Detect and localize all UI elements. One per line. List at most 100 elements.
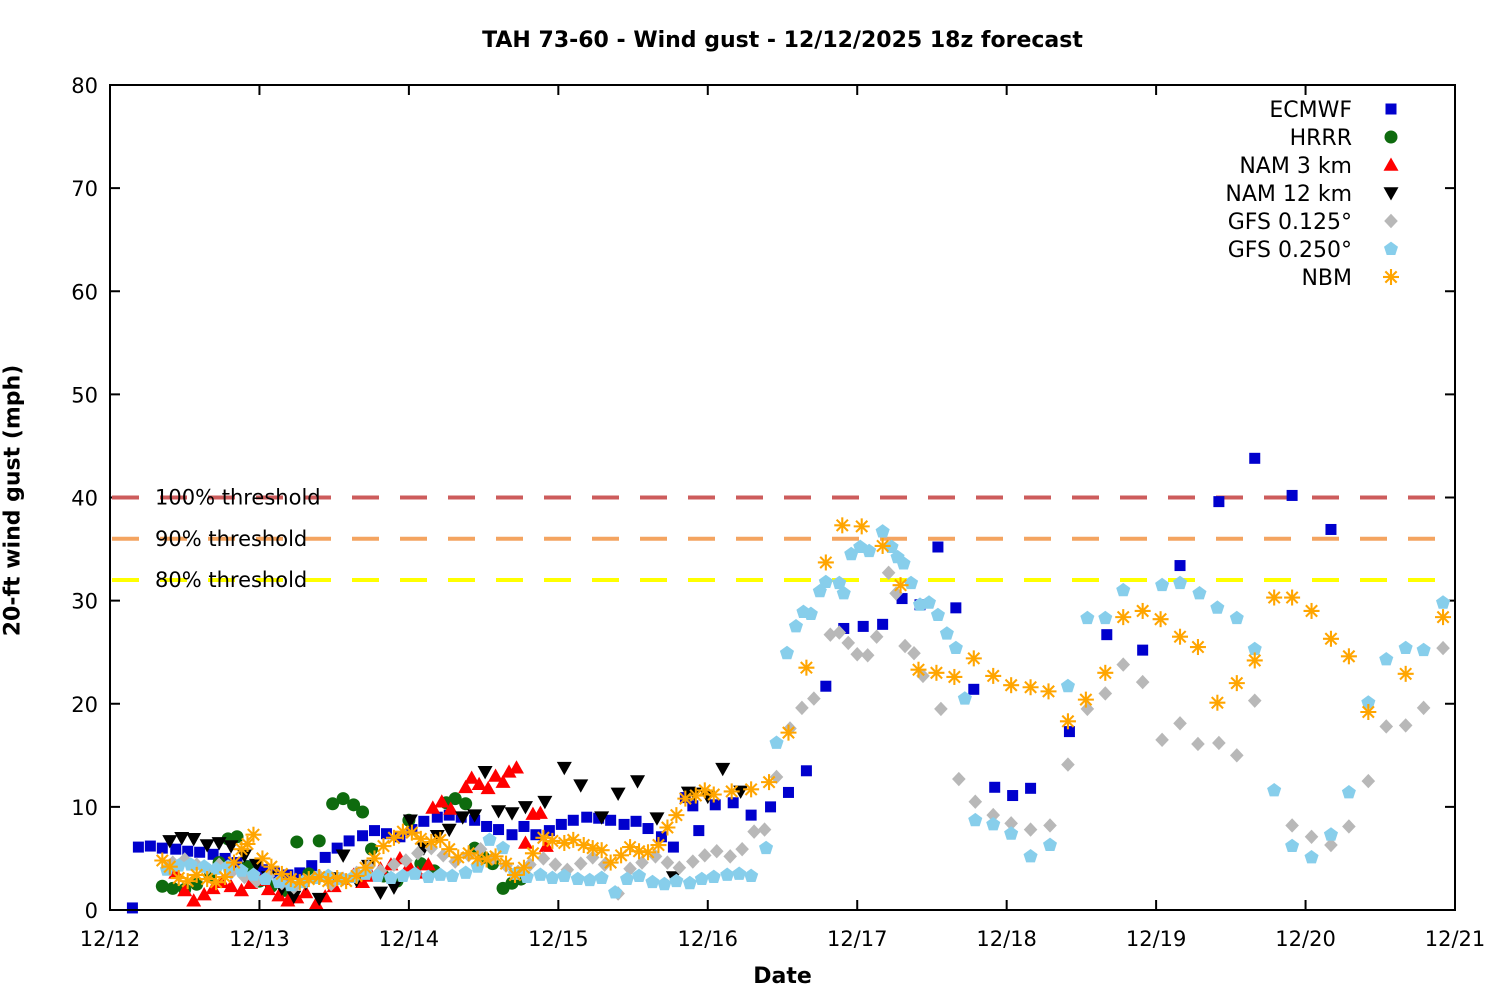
legend-label: NBM (1301, 266, 1352, 291)
data-point (495, 774, 511, 788)
data-point (515, 859, 532, 876)
series-ecmwf (126, 452, 1337, 914)
data-point (1379, 652, 1394, 666)
x-tick-label: 12/19 (1126, 927, 1187, 951)
data-point (496, 840, 511, 855)
data-point (170, 843, 182, 855)
data-point (501, 764, 517, 778)
data-point (916, 668, 930, 684)
data-point (682, 875, 697, 890)
data-point (481, 820, 493, 832)
data-point (965, 650, 982, 667)
y-axis-title: 20-ft wind gust (mph) (0, 364, 26, 637)
legend-marker-gfs-0-125 (1384, 213, 1398, 229)
data-point (425, 800, 441, 814)
data-point (207, 848, 219, 860)
data-point (174, 832, 190, 846)
data-point (1023, 849, 1038, 863)
data-point (934, 701, 948, 717)
data-point (223, 840, 239, 854)
data-point (256, 864, 268, 876)
data-point (800, 765, 812, 777)
data-point (1007, 790, 1019, 802)
y-tick-label: 10 (71, 796, 98, 820)
legend-item-hrrr: HRRR (1290, 126, 1398, 151)
data-point (1323, 827, 1338, 841)
data-point (759, 840, 774, 855)
data-point (669, 873, 684, 888)
data-point (395, 868, 410, 882)
data-point (294, 867, 306, 879)
data-point (642, 823, 654, 835)
data-point (948, 640, 963, 654)
data-point (720, 867, 735, 881)
data-point (1116, 582, 1131, 597)
data-point (443, 801, 459, 815)
legend-label: HRRR (1290, 126, 1352, 151)
data-point (1155, 732, 1169, 748)
data-point (780, 724, 797, 741)
data-point (705, 786, 722, 803)
data-point (957, 691, 972, 705)
data-point (286, 890, 302, 905)
data-point (365, 842, 379, 856)
data-point (548, 857, 563, 872)
y-tick-label: 40 (71, 487, 98, 511)
data-point (1303, 602, 1320, 619)
data-point (418, 815, 430, 827)
legend-marker-ecmwf (1385, 103, 1397, 115)
data-point (1416, 700, 1431, 716)
data-point (593, 842, 610, 859)
data-point (1416, 642, 1431, 657)
data-point (1361, 773, 1376, 789)
legend-marker-nam-3-km (1383, 157, 1399, 171)
data-point (1101, 629, 1113, 641)
data-point (197, 859, 212, 873)
data-point (694, 871, 709, 885)
data-point (896, 593, 908, 605)
data-point (610, 787, 626, 801)
data-point (556, 761, 572, 776)
data-point (1174, 560, 1186, 572)
data-point (420, 857, 436, 871)
data-point (1213, 496, 1225, 508)
legend-marker-gfs-0-250 (1384, 241, 1398, 255)
data-point (504, 807, 520, 821)
data-point (375, 838, 392, 855)
data-point (769, 769, 784, 785)
threshold-lines: 100% threshold 90% threshold 80% threshold (112, 486, 1453, 592)
data-point (196, 887, 212, 901)
data-point (889, 586, 903, 601)
data-point (744, 868, 759, 882)
data-point (898, 638, 912, 654)
data-point (464, 770, 480, 784)
data-point (518, 820, 530, 832)
data-point (179, 873, 196, 890)
data-point (594, 811, 610, 825)
data-point (1247, 641, 1262, 656)
data-point (779, 645, 794, 660)
data-point (745, 809, 757, 821)
data-point (761, 774, 778, 791)
plot-frame (109, 84, 1456, 911)
data-point (443, 809, 455, 821)
x-tick-label: 12/15 (528, 927, 589, 951)
data-point (1077, 691, 1094, 708)
data-point (623, 861, 637, 876)
data-point (1379, 719, 1394, 734)
data-point (226, 854, 243, 871)
data-point (1004, 816, 1018, 831)
data-point (687, 787, 704, 804)
data-point (331, 842, 343, 854)
data-point (182, 845, 194, 857)
data-point (205, 880, 221, 895)
y-tick-label: 70 (71, 177, 98, 201)
data-point (709, 799, 721, 811)
y-tick-label: 50 (71, 383, 98, 407)
data-point (543, 825, 555, 837)
data-point (544, 832, 561, 849)
data-point (838, 622, 850, 634)
data-point (910, 661, 927, 678)
data-point (1228, 675, 1245, 692)
data-point (347, 798, 361, 812)
